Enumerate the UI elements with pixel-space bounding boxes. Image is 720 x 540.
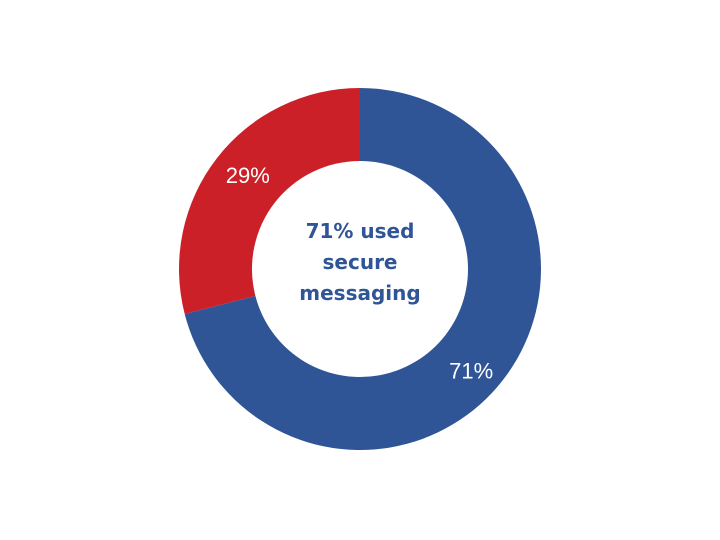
data-label-1: 71% [449,358,493,383]
center-label-line-3: messaging [299,281,421,305]
center-label: 71% used secure messaging [280,216,440,309]
data-label-2: 29% [226,163,270,188]
center-label-line-2: secure [322,250,398,274]
donut-slice-2 [179,88,360,315]
donut-slice-1 [184,88,542,451]
center-label-line-1: 71% used [305,219,415,243]
